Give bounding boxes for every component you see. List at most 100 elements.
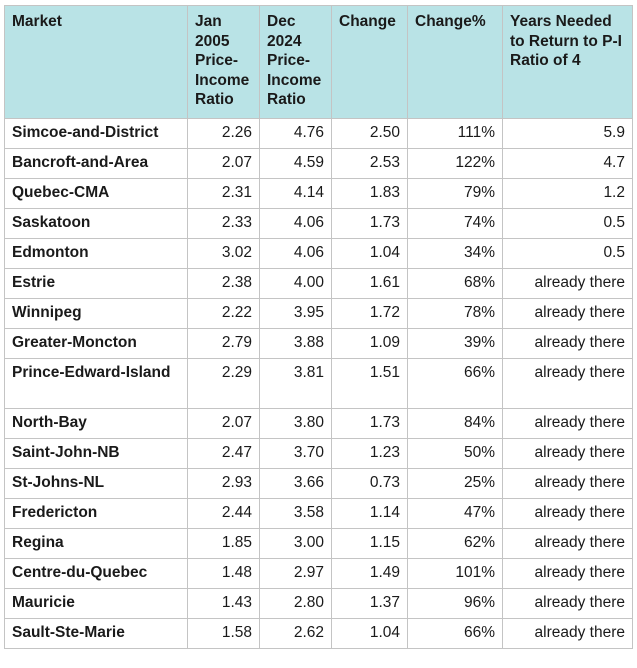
cell-dec-ratio: 4.06	[259, 238, 332, 269]
cell-market: North-Bay	[4, 408, 188, 439]
cell-dec-ratio: 4.00	[259, 268, 332, 299]
cell-dec-ratio: 4.06	[259, 208, 332, 239]
cell-years-needed: 1.2	[502, 178, 633, 209]
cell-change-percent: 122%	[407, 148, 503, 179]
cell-jan-ratio: 2.29	[187, 358, 260, 409]
cell-years-needed: already there	[502, 588, 633, 619]
header-market: Market	[4, 5, 188, 119]
cell-change-percent: 68%	[407, 268, 503, 299]
cell-change: 1.37	[331, 588, 408, 619]
cell-change-percent: 62%	[407, 528, 503, 559]
cell-change-percent: 66%	[407, 358, 503, 409]
cell-jan-ratio: 1.43	[187, 588, 260, 619]
cell-market: St-Johns-NL	[4, 468, 188, 499]
cell-years-needed: 4.7	[502, 148, 633, 179]
cell-years-needed: already there	[502, 328, 633, 359]
table-row: Greater-Moncton 2.79 3.88 1.09 39% alrea…	[4, 328, 633, 359]
cell-dec-ratio: 2.80	[259, 588, 332, 619]
cell-market: Centre-du-Quebec	[4, 558, 188, 589]
table-row: Sault-Ste-Marie 1.58 2.62 1.04 66% alrea…	[4, 618, 633, 649]
cell-market: Saint-John-NB	[4, 438, 188, 469]
cell-years-needed: already there	[502, 618, 633, 649]
cell-jan-ratio: 3.02	[187, 238, 260, 269]
cell-change-percent: 47%	[407, 498, 503, 529]
header-dec-2024-ratio: Dec 2024 Price-Income Ratio	[259, 5, 332, 119]
header-jan-2005-ratio: Jan 2005 Price-Income Ratio	[187, 5, 260, 119]
cell-change: 1.49	[331, 558, 408, 589]
cell-dec-ratio: 2.62	[259, 618, 332, 649]
cell-change-percent: 66%	[407, 618, 503, 649]
cell-jan-ratio: 2.31	[187, 178, 260, 209]
cell-change: 1.51	[331, 358, 408, 409]
cell-years-needed: 0.5	[502, 238, 633, 269]
cell-change: 1.09	[331, 328, 408, 359]
table-row: Saskatoon 2.33 4.06 1.73 74% 0.5	[4, 208, 633, 239]
cell-dec-ratio: 4.59	[259, 148, 332, 179]
cell-jan-ratio: 1.85	[187, 528, 260, 559]
cell-change: 1.73	[331, 408, 408, 439]
cell-jan-ratio: 2.07	[187, 408, 260, 439]
cell-change: 1.61	[331, 268, 408, 299]
table-row: Edmonton 3.02 4.06 1.04 34% 0.5	[4, 238, 633, 269]
cell-jan-ratio: 2.38	[187, 268, 260, 299]
cell-years-needed: 0.5	[502, 208, 633, 239]
cell-change-percent: 39%	[407, 328, 503, 359]
cell-dec-ratio: 3.66	[259, 468, 332, 499]
cell-market: Fredericton	[4, 498, 188, 529]
cell-market: Saskatoon	[4, 208, 188, 239]
cell-jan-ratio: 2.33	[187, 208, 260, 239]
cell-years-needed: already there	[502, 558, 633, 589]
cell-dec-ratio: 3.80	[259, 408, 332, 439]
table-row: North-Bay 2.07 3.80 1.73 84% already the…	[4, 408, 633, 439]
cell-market: Bancroft-and-Area	[4, 148, 188, 179]
header-years-needed: Years Needed to Return to P-I Ratio of 4	[502, 5, 633, 119]
cell-market: Estrie	[4, 268, 188, 299]
table-row: Simcoe-and-District 2.26 4.76 2.50 111% …	[4, 118, 633, 149]
cell-change-percent: 50%	[407, 438, 503, 469]
cell-market: Simcoe-and-District	[4, 118, 188, 149]
price-income-table: Market Jan 2005 Price-Income Ratio Dec 2…	[4, 5, 633, 649]
cell-dec-ratio: 3.58	[259, 498, 332, 529]
cell-change-percent: 78%	[407, 298, 503, 329]
cell-market: Prince-Edward-Island	[4, 358, 188, 409]
cell-change-percent: 34%	[407, 238, 503, 269]
cell-change: 1.04	[331, 238, 408, 269]
cell-years-needed: already there	[502, 438, 633, 469]
table-header: Market Jan 2005 Price-Income Ratio Dec 2…	[4, 5, 633, 119]
cell-change: 2.53	[331, 148, 408, 179]
cell-dec-ratio: 3.00	[259, 528, 332, 559]
cell-years-needed: already there	[502, 298, 633, 329]
cell-market: Regina	[4, 528, 188, 559]
cell-dec-ratio: 2.97	[259, 558, 332, 589]
header-change-percent: Change%	[407, 5, 503, 119]
cell-market: Greater-Moncton	[4, 328, 188, 359]
cell-jan-ratio: 1.48	[187, 558, 260, 589]
cell-change: 1.14	[331, 498, 408, 529]
table-row: Saint-John-NB 2.47 3.70 1.23 50% already…	[4, 438, 633, 469]
cell-change-percent: 101%	[407, 558, 503, 589]
cell-years-needed: already there	[502, 528, 633, 559]
table-row: Prince-Edward-Island 2.29 3.81 1.51 66% …	[4, 358, 633, 409]
cell-jan-ratio: 2.79	[187, 328, 260, 359]
cell-market: Quebec-CMA	[4, 178, 188, 209]
cell-years-needed: already there	[502, 358, 633, 409]
cell-change-percent: 111%	[407, 118, 503, 149]
table-row: Centre-du-Quebec 1.48 2.97 1.49 101% alr…	[4, 558, 633, 589]
cell-dec-ratio: 4.76	[259, 118, 332, 149]
cell-years-needed: already there	[502, 468, 633, 499]
header-change: Change	[331, 5, 408, 119]
cell-change: 1.15	[331, 528, 408, 559]
table-row: Mauricie 1.43 2.80 1.37 96% already ther…	[4, 588, 633, 619]
cell-change-percent: 84%	[407, 408, 503, 439]
cell-jan-ratio: 2.93	[187, 468, 260, 499]
cell-market: Winnipeg	[4, 298, 188, 329]
cell-jan-ratio: 2.07	[187, 148, 260, 179]
cell-dec-ratio: 3.70	[259, 438, 332, 469]
cell-change: 2.50	[331, 118, 408, 149]
cell-change-percent: 96%	[407, 588, 503, 619]
table-row: Estrie 2.38 4.00 1.61 68% already there	[4, 268, 633, 299]
table-row: Bancroft-and-Area 2.07 4.59 2.53 122% 4.…	[4, 148, 633, 179]
cell-dec-ratio: 3.95	[259, 298, 332, 329]
table-row: Fredericton 2.44 3.58 1.14 47% already t…	[4, 498, 633, 529]
cell-change-percent: 79%	[407, 178, 503, 209]
